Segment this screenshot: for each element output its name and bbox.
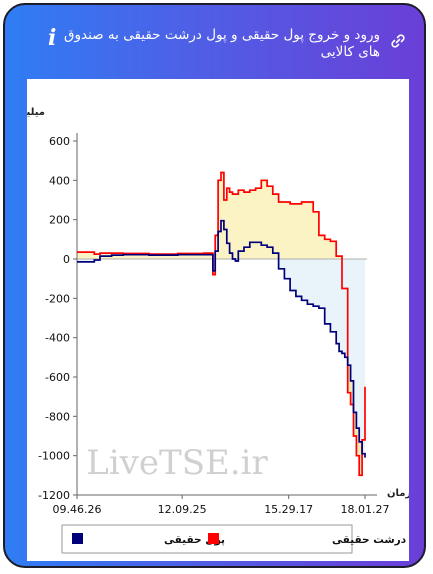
area-positive (77, 172, 365, 259)
area-negative (77, 259, 365, 458)
chart-svg: میلیارد تومان زمان 600 400 200 0 -200 -400 -60… (5, 107, 424, 554)
legend-swatch (72, 533, 83, 544)
y-tick-label: -800 (45, 410, 70, 423)
x-tick-label: 09.46.26 (53, 503, 102, 516)
y-tick-label: 400 (49, 174, 70, 187)
link-icon[interactable] (390, 33, 406, 49)
x-axis-label: زمان (387, 488, 409, 499)
axis-layer: 600 400 200 0 -200 -400 -600 -800 -1000 -120009.4… (38, 133, 389, 516)
chart-title: ورود و خروج پول حقیقی و پول درشت حقیقی ب… (64, 27, 380, 60)
x-tick-label: 18.01.27 (341, 503, 390, 516)
series-layer (77, 171, 366, 477)
legend-label: پول درشت حقیقی (332, 534, 409, 546)
y-tick-label: -600 (45, 371, 70, 384)
series-big-real-money-line (77, 171, 366, 477)
y-tick-label: -400 (45, 332, 70, 345)
x-tick-label: 12.09.25 (158, 503, 207, 516)
y-tick-label: -1200 (38, 489, 70, 502)
area-layer (77, 172, 365, 476)
legend: پول حقیقیپول درشت حقیقی (61, 524, 424, 554)
chart-card: i ورود و خروج پول حقیقی و پول درشت حقیقی… (3, 3, 426, 568)
info-icon[interactable]: i (48, 25, 57, 51)
y-tick-label: 200 (49, 214, 70, 227)
legend-box (61, 524, 353, 554)
y-tick-label: 0 (63, 253, 70, 266)
y-tick-label: -200 (45, 292, 70, 305)
x-tick-label: 15.29.17 (264, 503, 313, 516)
watermark: LiveTSE.ir (86, 443, 268, 483)
y-tick-label: -1000 (38, 450, 70, 463)
chart-panel: میلیارد تومان زمان 600 400 200 0 -200 -400 -60… (5, 79, 424, 561)
card-header: i ورود و خروج پول حقیقی و پول درشت حقیقی… (5, 5, 424, 77)
legend-swatch (208, 533, 219, 544)
series-real-money-line (77, 219, 366, 458)
y-axis-label: میلیارد تومان (27, 107, 45, 118)
y-tick-label: 600 (49, 135, 70, 148)
